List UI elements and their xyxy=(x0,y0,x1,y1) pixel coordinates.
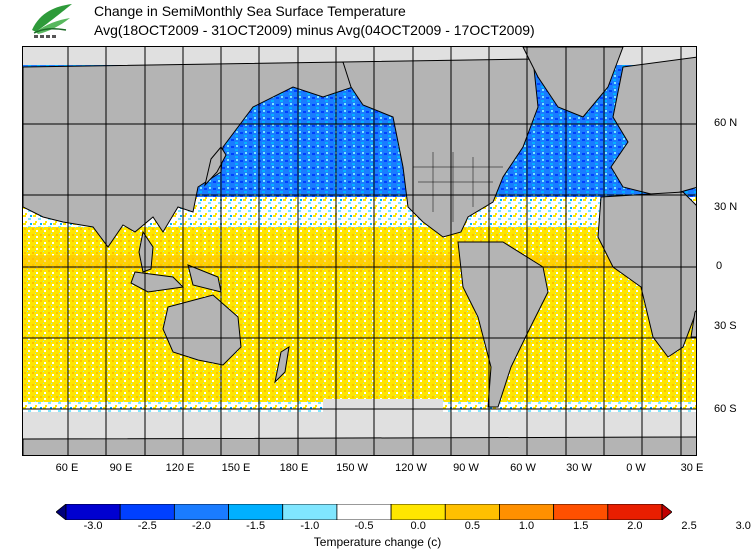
x-tick-label: 90 E xyxy=(109,462,133,474)
x-tick-label: 120 E xyxy=(165,462,195,474)
graticule xyxy=(23,47,696,455)
colorbar-tick-label: 0.5 xyxy=(464,520,481,532)
x-tick-label: 150 E xyxy=(221,462,251,474)
leaf-logo-icon xyxy=(26,2,76,40)
colorbar-cell xyxy=(553,504,609,520)
x-tick-label: 120 W xyxy=(395,462,427,474)
colorbar-tick-label: -3.0 xyxy=(83,520,103,532)
colorbar-tick-label: -1.0 xyxy=(300,520,320,532)
colorbar xyxy=(56,504,672,520)
x-tick-label: 30 E xyxy=(680,462,704,474)
y-tick-label: 60 S xyxy=(714,403,737,415)
x-tick-label: 60 E xyxy=(55,462,79,474)
y-tick-label: 30 S xyxy=(714,320,737,332)
colorbar-cell xyxy=(173,504,229,520)
colorbar-cell xyxy=(65,504,121,520)
colorbar-tick-label: -1.5 xyxy=(246,520,266,532)
x-tick-label: 180 E xyxy=(279,462,309,474)
southern-sea-ice xyxy=(323,399,443,417)
x-tick-label: 150 W xyxy=(336,462,368,474)
map-subtitle: Avg(18OCT2009 - 31OCT2009) minus Avg(04O… xyxy=(94,22,535,38)
colorbar-tick-label: 1.5 xyxy=(573,520,589,532)
colorbar-tick-label: 2.0 xyxy=(627,520,643,532)
map-title: Change in SemiMonthly Sea Surface Temper… xyxy=(94,3,406,19)
colorbar-cell xyxy=(228,504,284,520)
sst-map xyxy=(22,46,697,456)
colorbar-tick-label: -2.5 xyxy=(137,520,157,532)
land-masses xyxy=(23,47,696,455)
colorbar-cell xyxy=(390,504,446,520)
colorbar-cell xyxy=(282,504,338,520)
y-tick-label: 60 N xyxy=(714,117,738,129)
longitude-axis: 60 E 90 E 120 E 150 E 180 E 150 W 120 W … xyxy=(0,462,755,478)
colorbar-cell xyxy=(499,504,555,520)
x-tick-label: 90 W xyxy=(453,462,479,474)
x-tick-label: 60 W xyxy=(510,462,536,474)
y-tick-label: 0 xyxy=(716,260,723,272)
colorbar-cell xyxy=(336,504,392,520)
state-borders xyxy=(413,152,503,222)
colorbar-label: Temperature change (c) xyxy=(313,535,442,549)
colorbar-tick-label: 2.5 xyxy=(681,520,697,532)
colorbar-tick-label: 1.0 xyxy=(518,520,535,532)
x-tick-label: 30 W xyxy=(566,462,592,474)
colorbar-cell xyxy=(444,504,500,520)
colorbar-cell xyxy=(56,504,67,520)
colorbar-tick-label: -2.0 xyxy=(191,520,211,532)
colorbar-cell xyxy=(661,504,672,520)
colorbar-cell xyxy=(119,504,175,520)
colorbar-tick-label: 3.0 xyxy=(735,520,751,532)
colorbar-tick-label: -0.5 xyxy=(354,520,374,532)
colorbar-cell xyxy=(607,504,663,520)
colorbar-tick-label: 0.0 xyxy=(410,520,426,532)
y-tick-label: 30 N xyxy=(714,201,738,213)
southern-warming-region xyxy=(23,227,696,402)
x-tick-label: 0 W xyxy=(626,462,646,474)
